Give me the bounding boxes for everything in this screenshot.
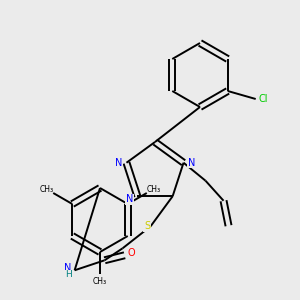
Text: N: N — [126, 194, 133, 204]
Text: CH₃: CH₃ — [93, 278, 107, 286]
Text: O: O — [128, 248, 135, 258]
Text: N: N — [64, 263, 72, 273]
Text: CH₃: CH₃ — [147, 184, 161, 194]
Text: H: H — [65, 270, 71, 279]
Text: N: N — [115, 158, 122, 168]
Text: CH₃: CH₃ — [39, 184, 53, 194]
Text: N: N — [188, 158, 195, 168]
Text: Cl: Cl — [259, 94, 268, 104]
Text: S: S — [144, 221, 150, 231]
